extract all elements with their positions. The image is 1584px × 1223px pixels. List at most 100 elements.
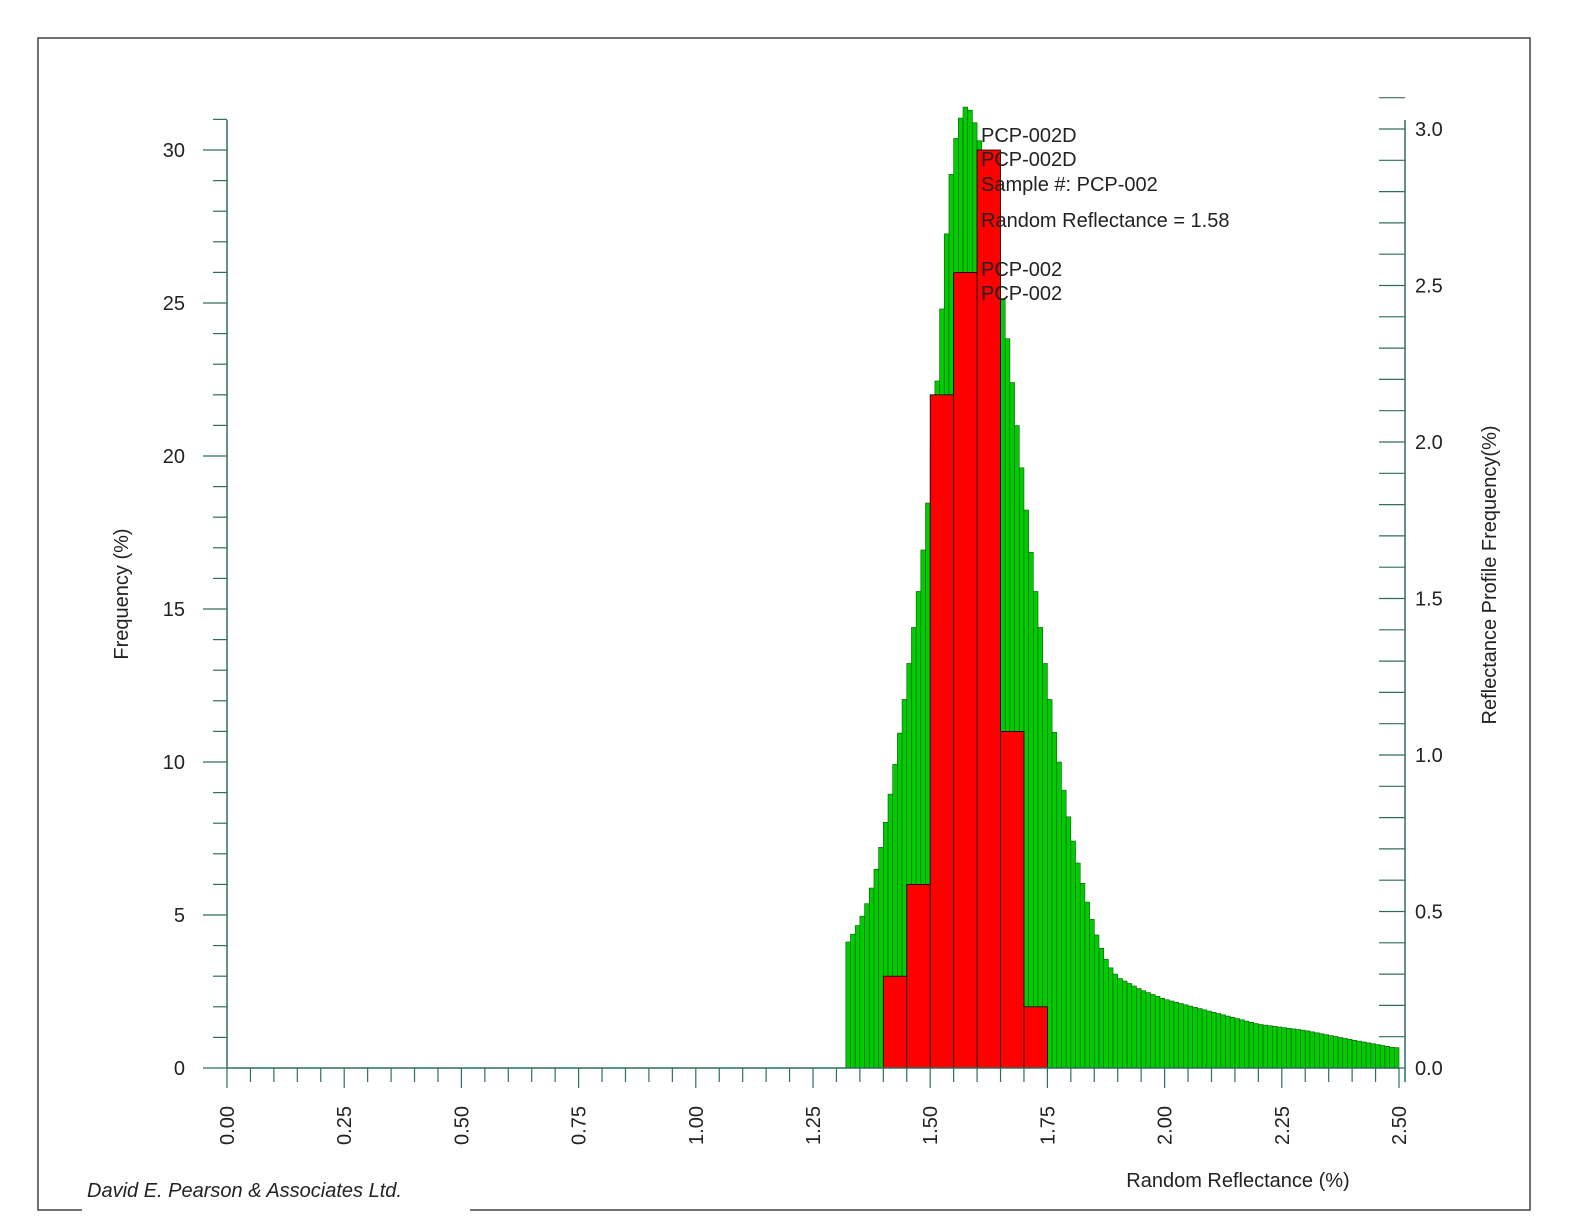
left-tick-label: 10 xyxy=(163,752,185,774)
profile-bar xyxy=(1225,1015,1231,1069)
profile-bar xyxy=(1089,919,1095,1069)
profile-bar xyxy=(854,925,861,1069)
profile-bar xyxy=(1140,990,1147,1069)
profile-bar xyxy=(1309,1031,1315,1069)
chart-frame xyxy=(37,37,1531,1211)
profile-bar xyxy=(1192,1006,1198,1069)
annotation-sample-3: PCP-002 xyxy=(981,283,1062,305)
profile-bar xyxy=(1323,1034,1329,1069)
profile-bar xyxy=(864,903,870,1069)
profile-bar xyxy=(1220,1014,1226,1069)
histogram-bar xyxy=(953,271,978,1069)
profile-bar xyxy=(1122,980,1128,1069)
right-tick-label: 2.0 xyxy=(1415,432,1443,454)
profile-bar xyxy=(1375,1044,1381,1069)
profile-bar xyxy=(1243,1020,1250,1069)
x-tick-label: 1.25 xyxy=(803,1106,825,1145)
profile-bar xyxy=(1361,1041,1367,1069)
profile-bar xyxy=(1098,947,1104,1069)
profile-bar xyxy=(1314,1032,1320,1069)
profile-bar xyxy=(1145,992,1151,1069)
histogram-bar xyxy=(929,394,955,1069)
left-tick-label: 25 xyxy=(163,293,185,315)
profile-bar xyxy=(1136,988,1142,1069)
profile-bar xyxy=(1061,789,1067,1069)
profile-bar xyxy=(1239,1019,1245,1069)
profile-bar xyxy=(1079,883,1086,1069)
x-tick-label: 0.25 xyxy=(334,1106,356,1145)
left-tick-label: 0 xyxy=(174,1058,185,1080)
profile-bar xyxy=(845,941,851,1069)
profile-bar xyxy=(1108,967,1114,1069)
profile-bar xyxy=(1065,816,1072,1069)
profile-bar xyxy=(1328,1035,1334,1069)
profile-bar xyxy=(1131,985,1137,1069)
profile-bar xyxy=(1075,862,1081,1069)
profile-bar xyxy=(1023,509,1029,1069)
profile-bar xyxy=(1286,1027,1292,1069)
annotation-well-2: PCP-002D xyxy=(981,149,1077,171)
axes xyxy=(203,97,1406,1088)
x-tick-label: 2.25 xyxy=(1272,1106,1294,1145)
profile-bar xyxy=(873,868,879,1069)
profile-bar xyxy=(1070,840,1076,1069)
profile-bar xyxy=(1168,1000,1175,1069)
credit-text: David E. Pearson & Associates Ltd. xyxy=(87,1180,402,1202)
profile-bar xyxy=(1262,1024,1269,1069)
left-tick-label: 20 xyxy=(163,446,185,468)
profile-bar xyxy=(1037,627,1044,1069)
right-tick-label: 3.0 xyxy=(1415,119,1443,141)
profile-bar xyxy=(1300,1029,1306,1069)
profile-bar xyxy=(1201,1009,1208,1069)
profile-bar xyxy=(1337,1037,1344,1069)
profile-bar xyxy=(1150,994,1156,1069)
left-axis-title: Frequency (%) xyxy=(111,528,133,659)
profile-bar xyxy=(868,887,875,1069)
profile-bar xyxy=(1389,1046,1395,1069)
profile-bar xyxy=(1304,1030,1311,1069)
profile-bar xyxy=(1379,1045,1386,1069)
histogram-bar xyxy=(1000,731,1025,1069)
x-tick-label: 2.00 xyxy=(1155,1106,1177,1145)
profile-bar xyxy=(1159,997,1165,1069)
annotations: PCP-002D PCP-002D Sample #: PCP-002 Rand… xyxy=(981,125,1230,305)
profile-bar xyxy=(1248,1022,1254,1069)
x-axis-title: Random Reflectance (%) xyxy=(1126,1170,1349,1192)
profile-bar xyxy=(1253,1023,1259,1069)
profile-bar xyxy=(1229,1016,1236,1069)
right-tick-label: 2.5 xyxy=(1415,276,1443,298)
left-tick-label: 15 xyxy=(163,599,185,621)
profile-bar xyxy=(1258,1024,1264,1069)
profile-bar xyxy=(1267,1025,1273,1069)
profile-bar xyxy=(1103,958,1109,1069)
profile-bar xyxy=(1187,1005,1194,1069)
profile-bar xyxy=(1319,1033,1325,1069)
left-tick-label: 30 xyxy=(163,140,185,162)
right-tick-label: 1.0 xyxy=(1415,745,1443,767)
profile-bar xyxy=(1384,1046,1390,1069)
right-tick-label: 0.5 xyxy=(1415,902,1443,924)
profile-bar xyxy=(1342,1038,1348,1069)
annotation-well-1: PCP-002D xyxy=(981,125,1077,147)
profile-bar xyxy=(1117,978,1123,1069)
x-tick-label: 1.50 xyxy=(920,1106,942,1145)
x-tick-label: 2.50 xyxy=(1389,1106,1411,1145)
histogram-bar xyxy=(882,975,908,1069)
profile-bar xyxy=(1047,699,1053,1069)
profile-bar xyxy=(1154,996,1161,1069)
profile-bar xyxy=(1281,1027,1287,1069)
x-tick-label: 0.50 xyxy=(451,1106,473,1145)
profile-bar xyxy=(1272,1026,1278,1069)
profile-bar xyxy=(1333,1036,1339,1069)
profile-bar xyxy=(1290,1028,1297,1069)
x-tick-label: 1.00 xyxy=(686,1106,708,1145)
right-axis-title: Reflectance Profile Frequency(%) xyxy=(1479,425,1501,724)
x-tick-label: 0.00 xyxy=(217,1106,239,1145)
x-tick-label: 0.75 xyxy=(569,1106,591,1145)
profile-bar xyxy=(1295,1029,1301,1069)
profile-bar xyxy=(850,933,856,1069)
profile-bar xyxy=(1178,1003,1184,1069)
x-tick-label: 1.75 xyxy=(1037,1106,1059,1145)
profile-bar xyxy=(1028,552,1034,1069)
